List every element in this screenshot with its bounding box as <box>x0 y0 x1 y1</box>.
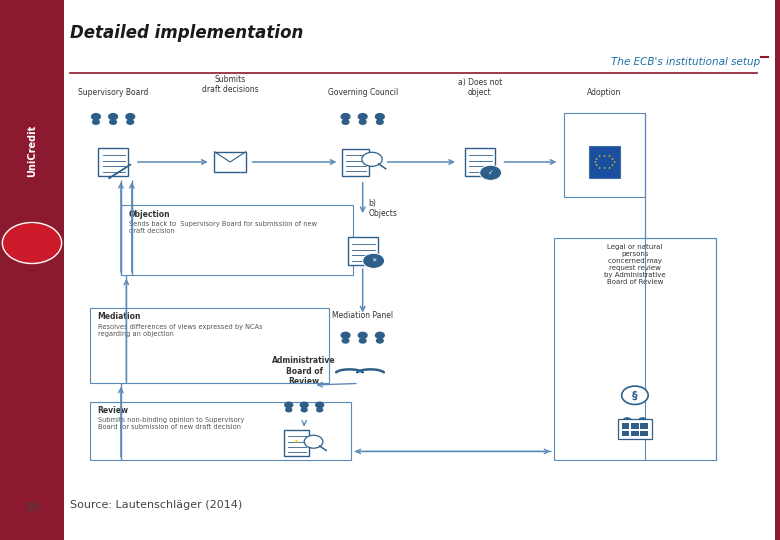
Ellipse shape <box>285 407 292 413</box>
Text: Mediation Panel: Mediation Panel <box>332 310 393 320</box>
FancyBboxPatch shape <box>215 152 246 172</box>
FancyBboxPatch shape <box>589 146 620 178</box>
Circle shape <box>358 332 367 339</box>
Ellipse shape <box>359 119 367 125</box>
Ellipse shape <box>376 119 384 125</box>
Circle shape <box>480 165 502 180</box>
Circle shape <box>363 253 385 268</box>
Text: Sends back to  Supervisory Board for submission of new
draft decision: Sends back to Supervisory Board for subm… <box>129 221 317 234</box>
Ellipse shape <box>92 119 100 125</box>
Text: ★: ★ <box>611 157 614 161</box>
Ellipse shape <box>639 423 647 428</box>
Text: ★: ★ <box>294 439 299 444</box>
Text: Submits non-binding opinion to Supervisory
Board for submission of new draft dec: Submits non-binding opinion to Superviso… <box>98 417 244 430</box>
Text: ★: ★ <box>608 166 611 170</box>
Text: b)
Objects: b) Objects <box>368 199 397 218</box>
Text: ★: ★ <box>598 166 601 170</box>
FancyBboxPatch shape <box>631 431 639 436</box>
Text: ✕: ✕ <box>371 258 376 264</box>
Text: Governing Council: Governing Council <box>328 88 398 97</box>
Text: The ECB's institutional setup: The ECB's institutional setup <box>612 57 760 67</box>
FancyBboxPatch shape <box>622 431 629 436</box>
FancyBboxPatch shape <box>640 423 648 429</box>
Ellipse shape <box>316 407 323 413</box>
Ellipse shape <box>342 119 349 125</box>
Circle shape <box>304 435 323 448</box>
Ellipse shape <box>376 338 384 344</box>
Circle shape <box>108 113 118 120</box>
Circle shape <box>341 113 350 120</box>
Text: §: § <box>632 390 638 400</box>
Ellipse shape <box>359 338 367 344</box>
Text: Legal or natural
persons
concerned may
request review
by Administrative
Board of: Legal or natural persons concerned may r… <box>604 244 666 285</box>
Text: ★: ★ <box>595 163 598 167</box>
FancyBboxPatch shape <box>465 148 495 176</box>
Text: UniCredit: UniCredit <box>27 125 37 177</box>
Text: ★: ★ <box>603 153 606 158</box>
Circle shape <box>300 402 308 408</box>
Text: a) Does not
object: a) Does not object <box>458 78 502 97</box>
Circle shape <box>358 113 367 120</box>
Circle shape <box>285 402 292 408</box>
Text: Objection: Objection <box>129 210 170 219</box>
Text: Detailed implementation: Detailed implementation <box>70 24 303 42</box>
Circle shape <box>341 332 350 339</box>
Ellipse shape <box>623 423 631 428</box>
FancyBboxPatch shape <box>622 423 629 429</box>
FancyBboxPatch shape <box>618 418 652 439</box>
Text: Submits
draft decisions: Submits draft decisions <box>202 75 258 94</box>
FancyBboxPatch shape <box>631 423 639 429</box>
FancyBboxPatch shape <box>342 148 369 176</box>
Text: Source: Lautenschläger (2014): Source: Lautenschläger (2014) <box>70 500 243 510</box>
Circle shape <box>362 152 382 166</box>
FancyBboxPatch shape <box>98 148 128 176</box>
Text: Adoption: Adoption <box>587 88 622 97</box>
Circle shape <box>622 386 648 404</box>
Text: Mediation: Mediation <box>98 312 141 321</box>
Text: ★: ★ <box>594 160 597 164</box>
Circle shape <box>375 113 385 120</box>
Text: ✓: ✓ <box>488 170 494 176</box>
Circle shape <box>639 418 647 423</box>
Circle shape <box>91 113 101 120</box>
Text: ★: ★ <box>612 160 615 164</box>
FancyBboxPatch shape <box>348 237 378 265</box>
Text: Resolves differences of views expressed by NCAs
regarding an objection: Resolves differences of views expressed … <box>98 324 262 337</box>
Text: ★: ★ <box>603 166 606 171</box>
FancyBboxPatch shape <box>284 430 309 456</box>
Circle shape <box>623 418 631 423</box>
Circle shape <box>316 402 324 408</box>
Ellipse shape <box>126 119 134 125</box>
FancyBboxPatch shape <box>640 431 648 436</box>
Ellipse shape <box>109 119 117 125</box>
Text: ★: ★ <box>595 157 598 161</box>
Text: Review: Review <box>98 406 129 415</box>
Text: ★: ★ <box>608 154 611 158</box>
Text: ★: ★ <box>598 154 601 158</box>
Ellipse shape <box>342 338 349 344</box>
Circle shape <box>126 113 135 120</box>
Text: ★: ★ <box>611 163 614 167</box>
Circle shape <box>375 332 385 339</box>
Text: Supervisory Board: Supervisory Board <box>78 88 148 97</box>
Text: Administrative
Board of
Review: Administrative Board of Review <box>272 356 336 386</box>
Text: 39: 39 <box>25 503 39 512</box>
Ellipse shape <box>300 407 308 413</box>
